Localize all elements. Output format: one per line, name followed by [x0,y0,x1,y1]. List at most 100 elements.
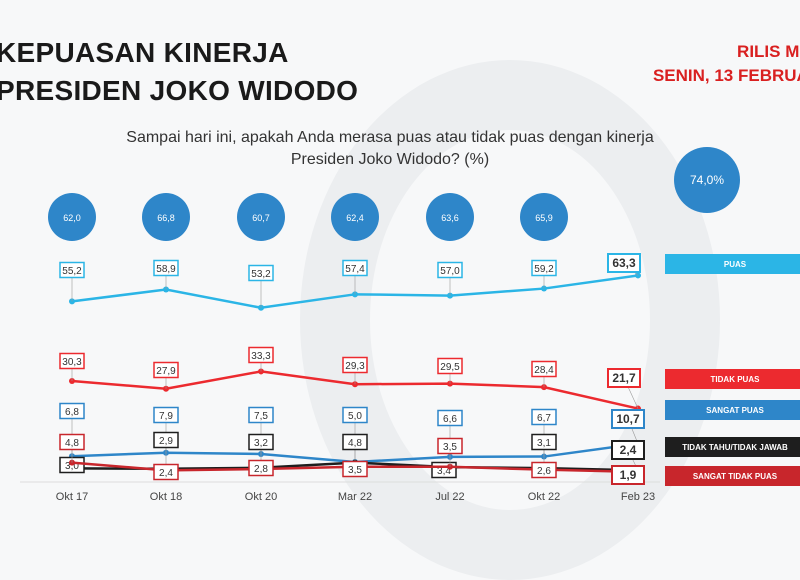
x-tick-label: Mar 22 [338,491,372,503]
total-puas-label: 62,4 [346,213,364,223]
data-label-box [342,259,368,277]
data-label-box [611,465,645,485]
release-label: RILIS MEDIA [737,42,800,61]
data-label-box [248,406,274,424]
survey-question: Sampai hari ini, apakah Anda merasa puas… [126,129,654,168]
data-label-box [611,440,645,460]
data-label: 3,2 [254,438,268,449]
legend-item: SANGAT PUAS [665,400,800,420]
x-tick-label: Okt 18 [150,491,182,503]
data-label: 4,8 [348,438,362,449]
data-label: 30,3 [62,357,82,368]
release-info: RILIS MEDIA SENIN, 13 FEBRUARI 2 [580,40,800,88]
total-puas-circle [674,147,740,213]
data-label-box [531,408,557,426]
data-label-box [607,368,641,388]
data-label: 2,4 [620,443,637,457]
data-label: 63,3 [612,256,636,270]
data-label-box [153,361,179,379]
title-line-2: PRESIDEN JOKO WIDODO [0,75,359,106]
legend-item: TIDAK TAHU/TIDAK JAWAB [665,437,800,457]
data-label-box [607,253,641,273]
data-label: 7,5 [254,411,268,422]
total-puas-circle [331,193,379,241]
x-tick-label: Feb 23 [621,491,655,503]
x-tick-label: Okt 17 [56,491,88,503]
data-label: 29,5 [440,362,460,373]
data-label: 6,7 [537,413,551,424]
data-label: 4,8 [65,438,79,449]
total-puas-circle [237,193,285,241]
data-label: 59,2 [534,264,554,275]
data-label: 53,2 [251,269,271,280]
total-puas-circle [142,193,190,241]
data-label-box [153,259,179,277]
data-label-box [248,264,274,282]
legend-item: PUAS [665,254,800,274]
total-puas-label: 66,8 [157,213,175,223]
data-label: 10,7 [616,412,640,426]
data-label-box [611,409,645,429]
total-puas-circle [426,193,474,241]
data-label: 2,8 [254,464,268,475]
data-label-box [153,431,179,449]
data-label: 28,4 [534,365,554,376]
total-puas-label: 63,6 [441,213,459,223]
data-label: 6,6 [443,414,457,425]
total-puas-circle [520,193,568,241]
data-label-box [153,406,179,424]
data-label-box [531,259,557,277]
total-puas-label: 65,9 [535,213,553,223]
legend-item: TIDAK PUAS [665,369,800,389]
data-label: 58,9 [156,264,176,275]
legend-item: SANGAT TIDAK PUAS [665,466,800,486]
data-label-box [342,460,368,478]
title-line-1: KEPUASAN KINERJA [0,37,289,68]
data-label-box [531,360,557,378]
data-label: 3,5 [443,442,457,453]
data-label: 21,7 [612,371,636,385]
data-label-box [248,459,274,477]
data-label-box [531,433,557,451]
x-tick-label: Okt 22 [528,491,560,503]
data-label: 29,3 [345,361,365,372]
data-label: 5,0 [348,411,362,422]
data-label: 3,1 [537,438,551,449]
release-date: SENIN, 13 FEBRUARI 2 [652,66,800,85]
data-label-box [437,409,463,427]
page-title: KEPUASAN KINERJA PRESIDEN JOKO WIDODO [0,34,358,110]
total-puas-label: 74,0% [690,173,724,187]
total-puas-label: 60,7 [252,213,270,223]
data-label: 2,4 [159,468,173,479]
data-label-box [342,406,368,424]
data-label-box [437,357,463,375]
data-label-box [342,356,368,374]
data-label: 6,8 [65,407,79,418]
data-label: 57,4 [345,264,365,275]
data-label: 3,4 [437,466,451,477]
data-label-box [437,437,463,455]
data-label-box [248,433,274,451]
data-label: 57,0 [440,266,460,277]
data-label-box [342,433,368,451]
x-tick-label: Jul 22 [435,491,464,503]
data-label: 55,2 [62,266,82,277]
data-label-box [248,346,274,364]
data-label: 33,3 [251,351,271,362]
data-label: 3,0 [65,461,79,472]
data-label: 27,9 [156,366,176,377]
data-label: 3,5 [348,465,362,476]
data-label: 2,6 [537,466,551,477]
total-puas-circle [48,193,96,241]
data-label-box [153,463,179,481]
data-label-box [59,261,85,279]
data-label: 7,9 [159,411,173,422]
data-label: 1,9 [620,468,637,482]
data-label-box [437,261,463,279]
line-chart: Okt 17 Okt 18 Okt 20 Mar 22 Jul 22 Okt 22 Feb … [20,147,740,503]
data-label: 2,9 [159,436,173,447]
total-puas-label: 62,0 [63,213,81,223]
x-tick-label: Okt 20 [245,491,277,503]
data-label-box [59,352,85,370]
data-label-box [59,433,85,451]
